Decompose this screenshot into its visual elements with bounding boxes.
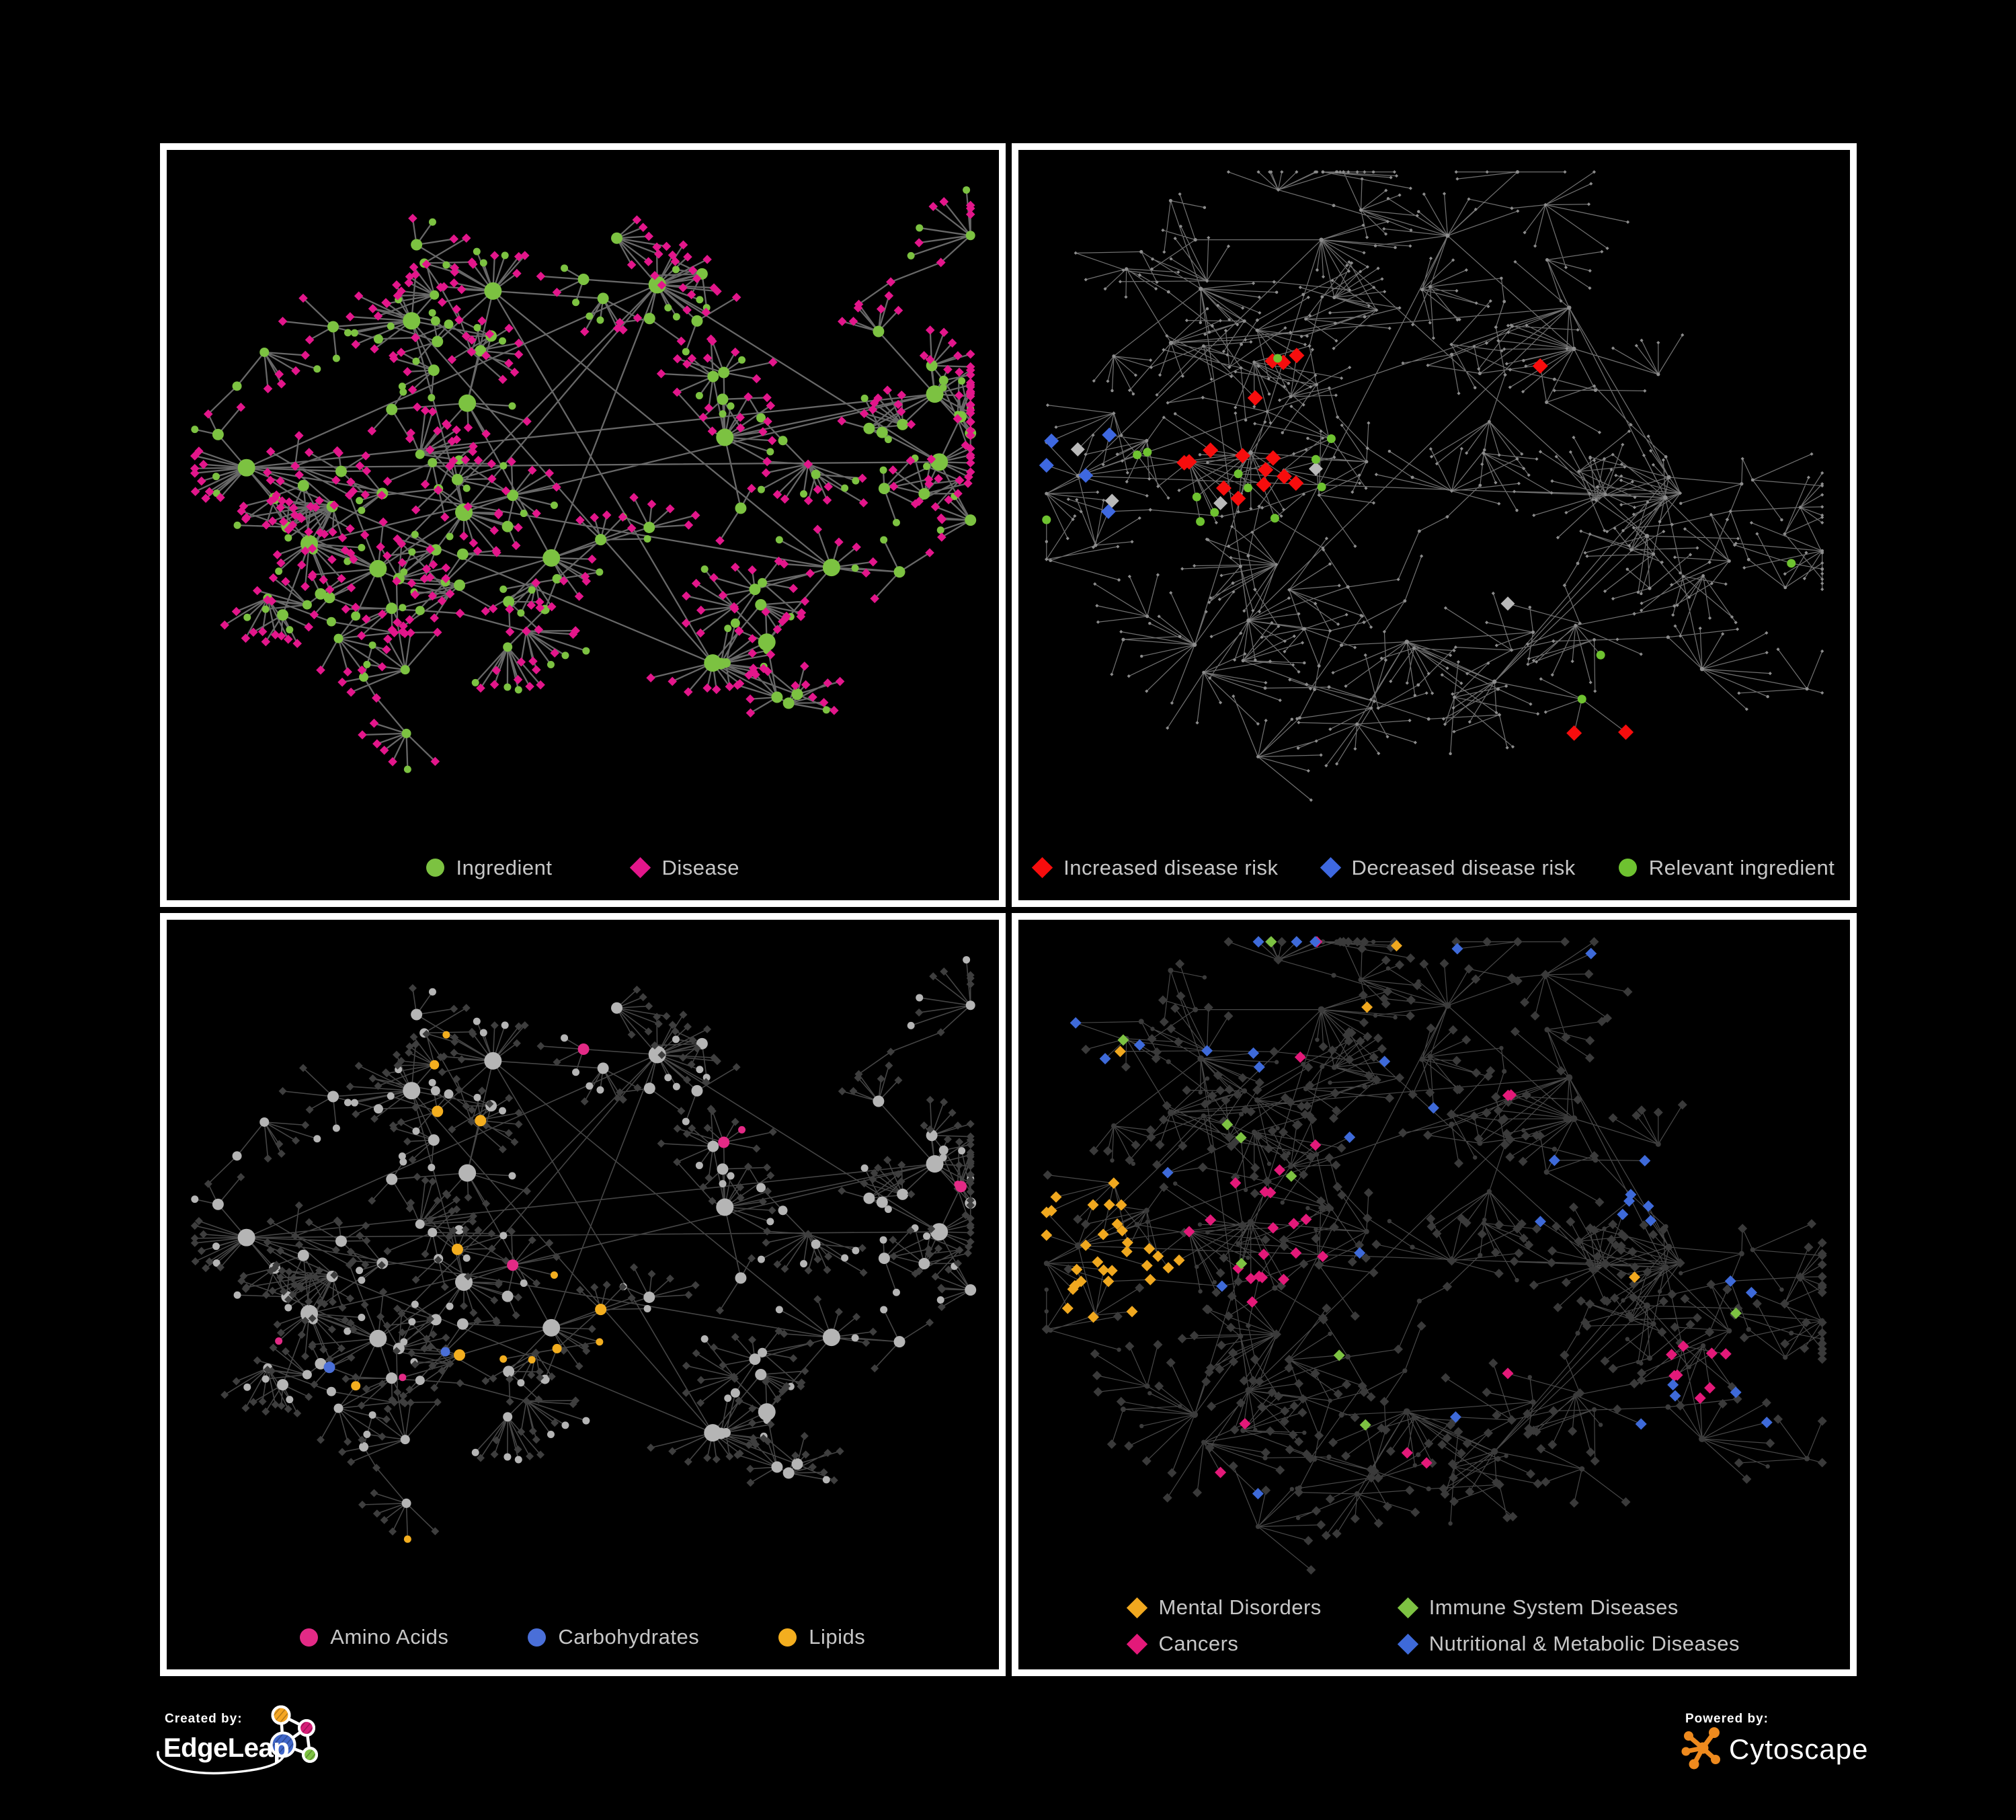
immune-diseases-label: Immune System Diseases [1428,1595,1679,1619]
legend-item-carbohydrates: Carbohydrates [528,1625,699,1649]
ingredient-disease-legend: Ingredient Disease [167,856,999,880]
carbohydrates-swatch-icon [528,1628,547,1647]
disease-label: Disease [661,855,739,879]
legend-item-cancers: Cancers [1127,1632,1239,1656]
decreased-risk-swatch-icon [1320,857,1341,879]
immune-diseases-swatch-icon [1397,1597,1418,1618]
powered-by-label: Powered by: [1685,1712,1769,1726]
legend-item-amino-acids: Amino Acids [300,1625,448,1649]
legend-item-increased-risk: Increased disease risk [1031,855,1279,880]
legend-item-disease: Disease [630,855,739,880]
legend-item-decreased-risk: Decreased disease risk [1320,855,1576,880]
cancers-swatch-icon [1127,1633,1148,1655]
cytoscape-wordmark: Cytoscape [1729,1733,1869,1765]
ingredient-swatch-icon [426,859,444,877]
lipids-swatch-icon [778,1628,797,1647]
panel-disease-classes: Mental Disorders Immune System Diseases … [1011,912,1857,1676]
relevant-ingredient-swatch-icon [1618,859,1637,877]
amino-acids-swatch-icon [300,1628,319,1647]
legend-item-mental-disorders: Mental Disorders [1127,1595,1322,1620]
amino-acids-label: Amino Acids [330,1625,449,1649]
legend-item-immune-diseases: Immune System Diseases [1397,1595,1679,1620]
legend-item-lipids: Lipids [778,1625,865,1649]
panel-nutrient-classes: Amino Acids Carbohydrates Lipids [160,912,1006,1676]
disease-risk-network-graph [1039,169,1824,802]
nutrient-class-legend: Amino Acids Carbohydrates Lipids [167,1625,999,1649]
increased-risk-swatch-icon [1031,857,1053,879]
panel-disease-risk: Increased disease risk Decreased disease… [1011,143,1857,907]
lipids-label: Lipids [809,1625,866,1649]
legend-item-ingredient: Ingredient [426,856,553,880]
increased-risk-label: Increased disease risk [1063,855,1279,879]
panel-ingredient-disease: Ingredient Disease [160,143,1006,907]
relevant-ingredient-label: Relevant ingredient [1648,855,1835,879]
edgeleap-wordmark: EdgeLeap [163,1733,290,1763]
edgeleap-logo [157,1705,318,1775]
panels-grid: Ingredient Disease Increased disease ris… [160,143,1857,1676]
legend-item-nutritional-metabolic: Nutritional & Metabolic Diseases [1397,1632,1740,1656]
disease-class-network-graph [1040,935,1827,1575]
nutritional-metabolic-label: Nutritional & Metabolic Diseases [1428,1632,1740,1655]
disease-risk-legend: Increased disease risk Decreased disease… [1018,856,1851,880]
nutritional-metabolic-swatch-icon [1397,1633,1418,1655]
nutrient-class-network-graph [190,955,977,1543]
ingredient-label: Ingredient [456,855,553,879]
legend-item-relevant-ingredient: Relevant ingredient [1618,855,1835,880]
carbohydrates-label: Carbohydrates [558,1625,700,1649]
created-by-label: Created by: [165,1712,243,1726]
mental-disorders-label: Mental Disorders [1158,1595,1322,1619]
mental-disorders-swatch-icon [1127,1597,1148,1618]
disease-class-legend: Mental Disorders Immune System Diseases … [1018,1595,1851,1656]
ingredient-disease-network-graph [190,186,977,773]
cancers-label: Cancers [1158,1632,1239,1655]
cytoscape-logo-icon [1681,1727,1720,1770]
disease-swatch-icon [630,857,651,879]
decreased-risk-label: Decreased disease risk [1351,855,1576,879]
